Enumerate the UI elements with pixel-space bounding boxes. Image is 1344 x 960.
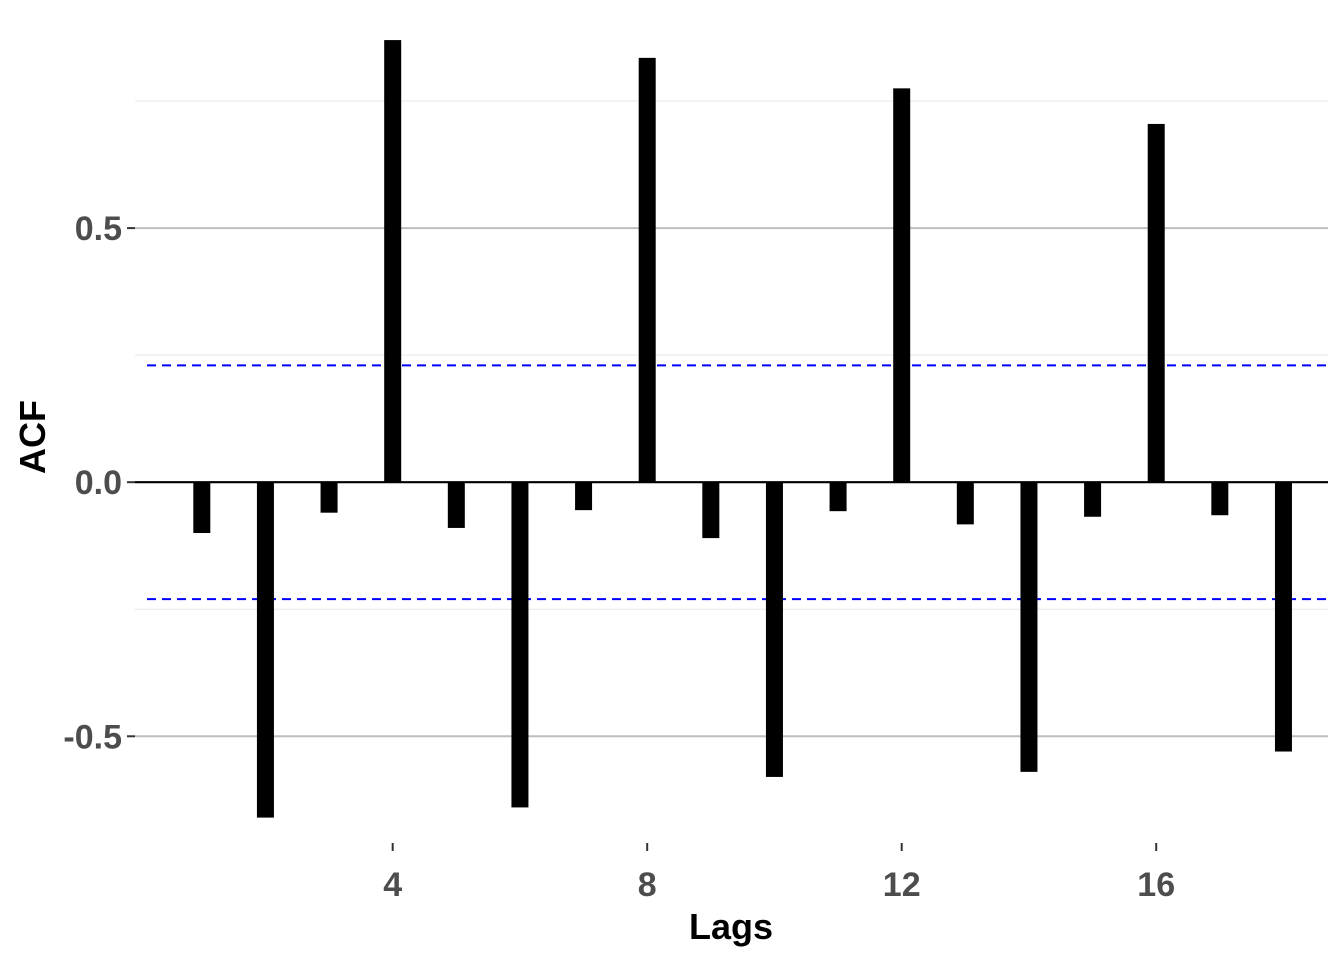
x-axis-title: Lags [689,906,773,947]
acf-bar-lag-3 [320,482,338,513]
y-axis-ticks: -0.5 0.0 0.5 [63,210,135,756]
acf-bars [193,40,1292,818]
acf-bar-lag-6 [511,482,529,808]
x-tick-label: 8 [638,866,657,904]
acf-bar-lag-4 [384,40,402,483]
acf-bar-lag-11 [829,482,847,512]
acf-bar-lag-5 [447,482,465,528]
acf-bar-lag-8 [638,57,656,483]
y-axis-title: ACF [12,400,53,474]
acf-bar-lag-1 [193,482,211,534]
y-tick-label: 0.5 [75,210,122,248]
acf-bar-lag-18 [1274,482,1292,752]
acf-bar-lag-2 [256,482,274,818]
x-tick-label: 12 [883,866,921,904]
x-axis-ticks: 4 8 12 16 [383,843,1175,904]
y-tick-label: -0.5 [63,718,122,756]
x-tick-label: 16 [1137,866,1175,904]
acf-bar-lag-16 [1147,123,1165,483]
y-tick-label: 0.0 [75,464,122,502]
acf-bar-lag-14 [1020,482,1038,772]
acf-bar-lag-10 [765,482,783,777]
acf-bar-lag-15 [1084,482,1102,517]
acf-bar-lag-9 [702,482,720,539]
grid-lines [135,100,1328,738]
acf-bar-lag-7 [575,482,593,511]
acf-bar-lag-12 [893,88,911,483]
x-tick-label: 4 [383,866,402,904]
acf-bar-lag-13 [956,482,974,525]
confidence-bounds [147,364,1328,601]
acf-bar-lag-17 [1211,482,1229,516]
